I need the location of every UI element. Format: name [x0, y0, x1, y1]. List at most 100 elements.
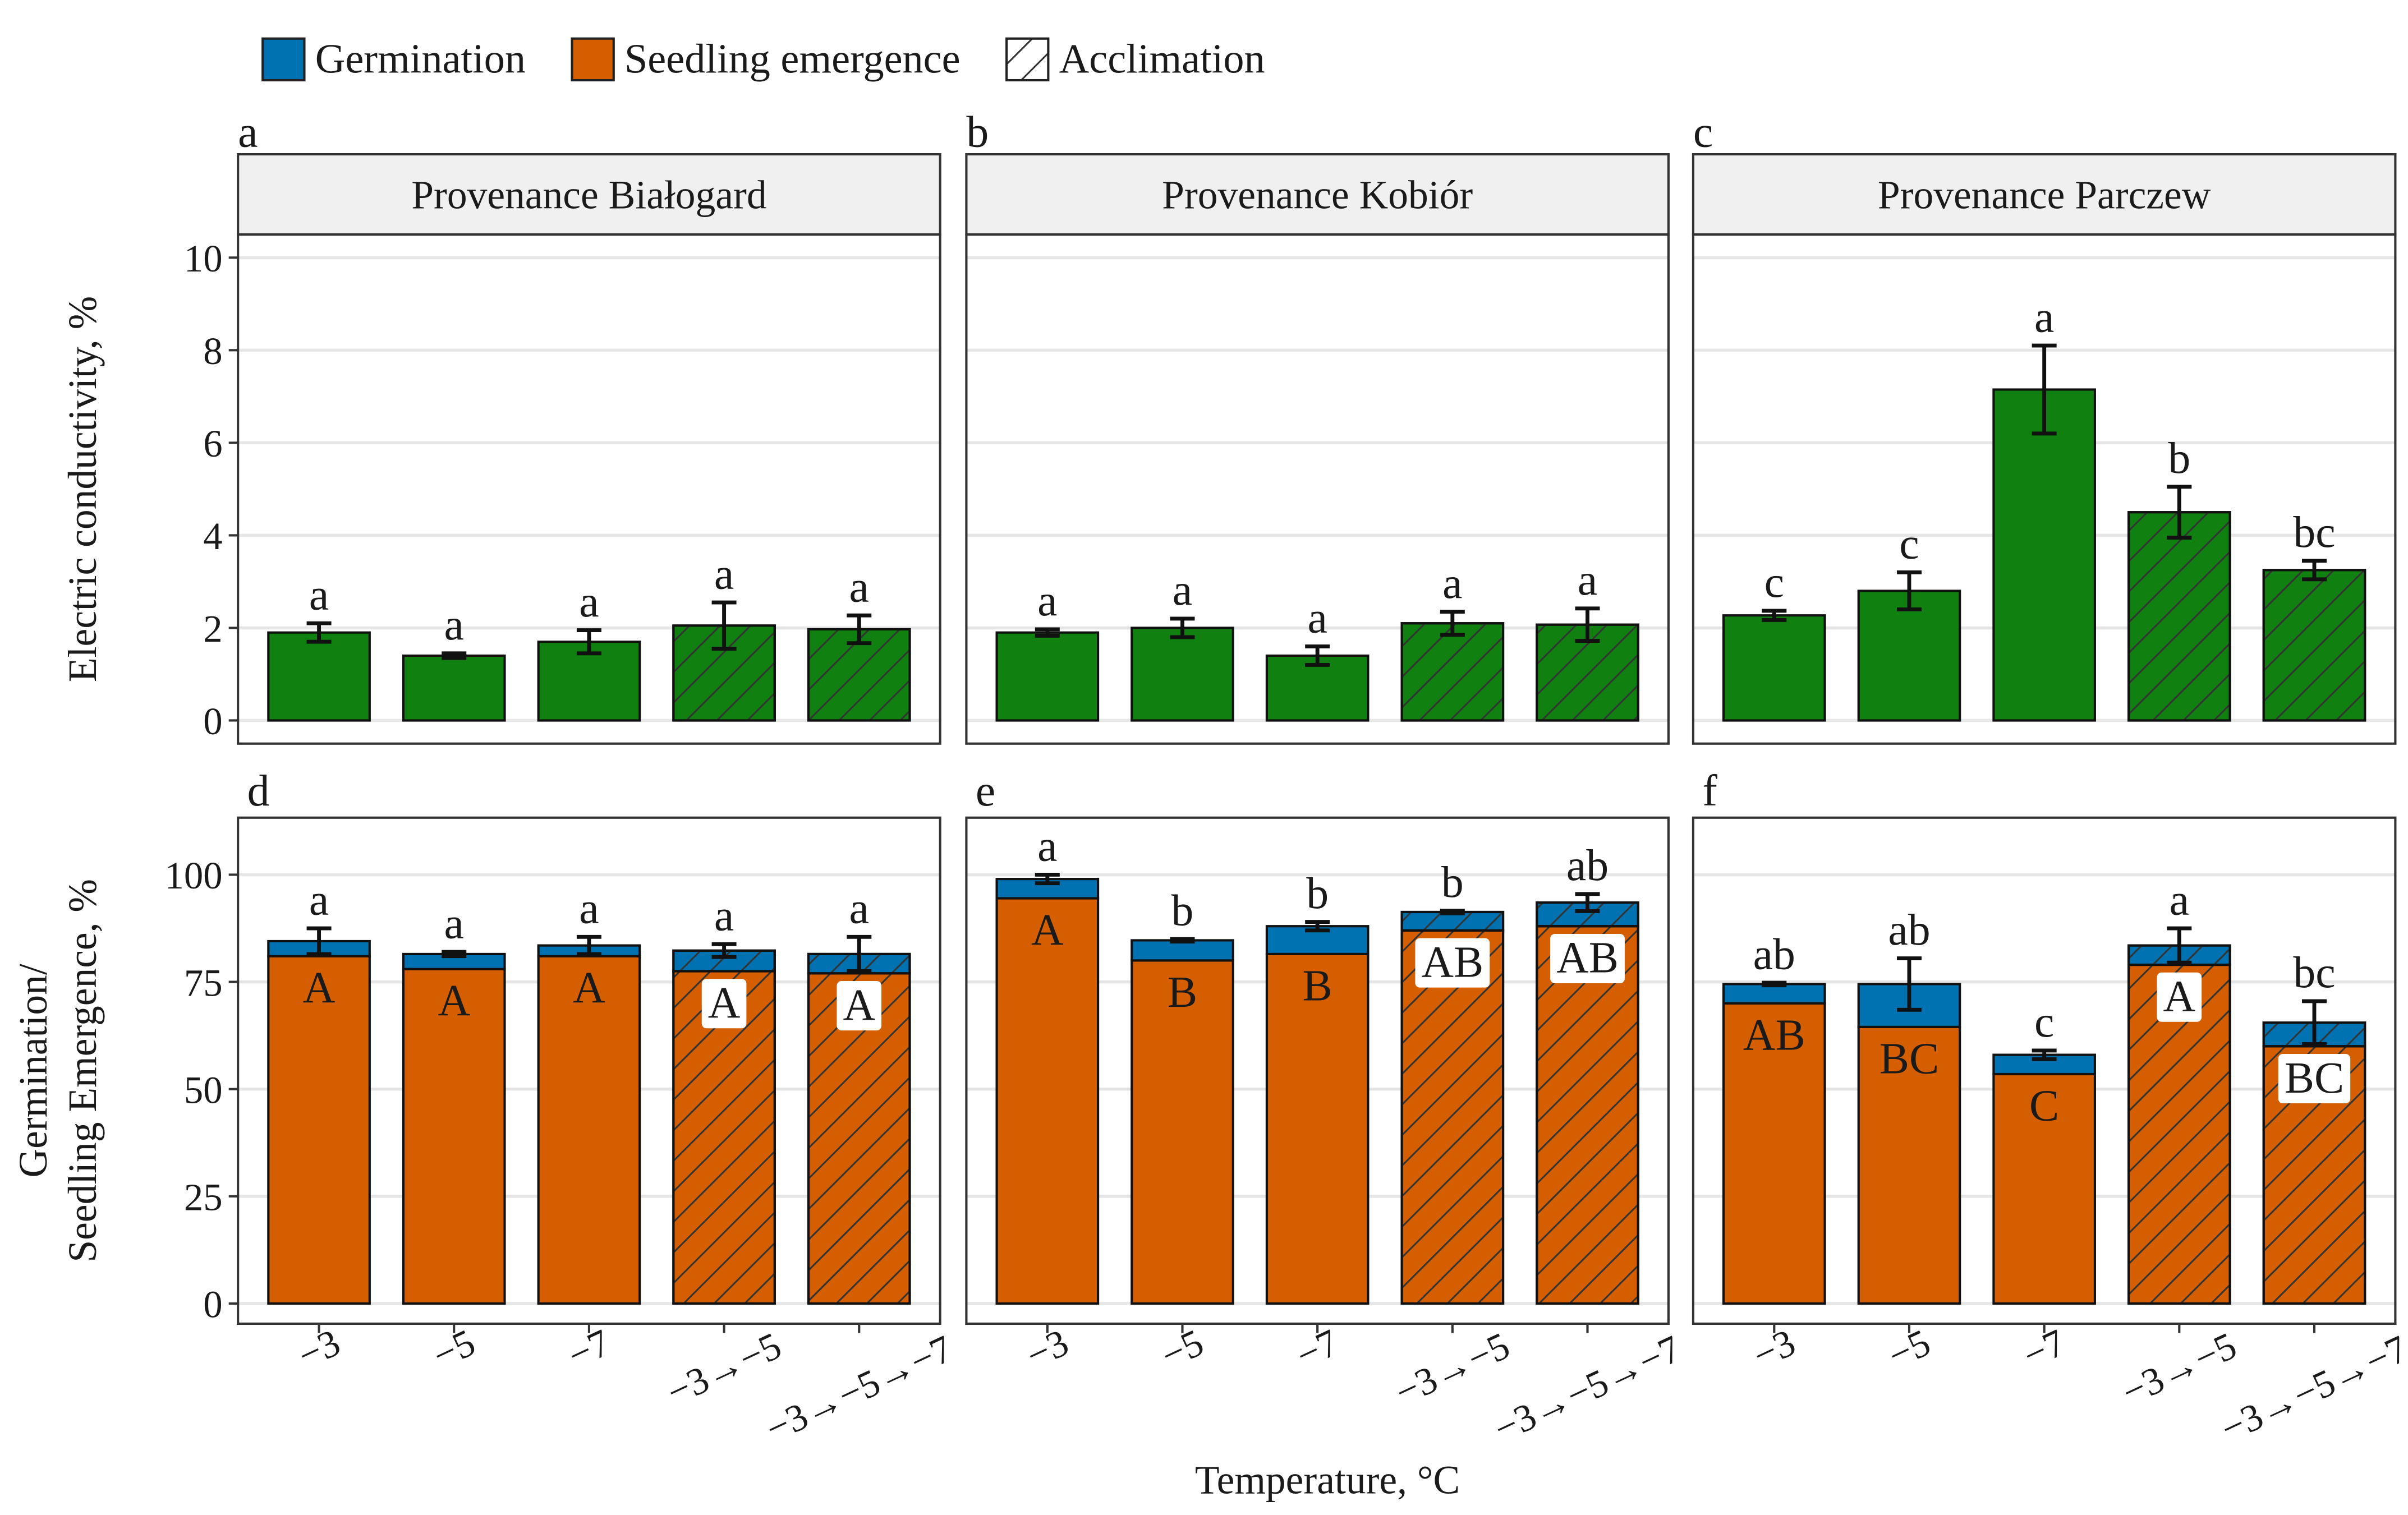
- legend-swatch: [261, 37, 306, 82]
- error-bar: [1896, 956, 1922, 1012]
- error-bar: [576, 934, 601, 956]
- y-tick-label: 25: [184, 1176, 223, 1219]
- x-tick-label: −3→−5: [660, 1324, 788, 1413]
- error-bar: [442, 950, 467, 959]
- label-box: [1415, 938, 1490, 988]
- bar-hatch: [2262, 569, 2366, 722]
- label-box: [701, 979, 747, 1029]
- facet-title: Provenance Kobiór: [1162, 173, 1473, 217]
- error-bar: [711, 600, 737, 651]
- inner-letter: A: [2163, 972, 2196, 1021]
- legend-swatch: [571, 37, 615, 82]
- error-bar: [306, 926, 332, 956]
- x-tick-label: −3: [1747, 1321, 1802, 1377]
- significance-letter: a: [1442, 559, 1462, 608]
- significance-letter: a: [444, 899, 464, 948]
- error-bar: [711, 942, 737, 959]
- error-bar: [2032, 1048, 2057, 1061]
- y-tick-label: 4: [203, 515, 222, 558]
- error-bar: [2167, 485, 2192, 540]
- inner-letter: B: [1168, 968, 1197, 1017]
- bar-hatch: [2127, 511, 2231, 722]
- bar: [995, 897, 1100, 1305]
- facet-strip: [237, 153, 941, 236]
- panel-border: [1692, 233, 2397, 745]
- error-bar: [2301, 999, 2327, 1046]
- label-box: [2157, 972, 2202, 1022]
- significance-letter: a: [1578, 555, 1597, 605]
- bar: [995, 631, 1100, 722]
- significance-letter: a: [849, 562, 869, 611]
- facet-strip: [1692, 153, 2397, 236]
- y-tick-label: 10: [184, 237, 223, 280]
- significance-letter: a: [579, 884, 599, 933]
- error-bar: [2167, 926, 2192, 965]
- inner-letter: AB: [1421, 937, 1483, 987]
- x-tick-label: −3→−5: [1389, 1324, 1516, 1413]
- inner-letter: A: [303, 963, 336, 1012]
- label-box: [837, 981, 882, 1031]
- y-tick-label: 2: [203, 607, 222, 650]
- significance-letter: b: [1441, 858, 1464, 907]
- bar: [267, 631, 371, 722]
- significance-letter: a: [444, 600, 464, 650]
- significance-letter: b: [1171, 886, 1194, 935]
- error-bar: [1305, 644, 1330, 667]
- error-bar: [1440, 610, 1465, 637]
- significance-letter: b: [2168, 434, 2190, 483]
- error-bar: [1896, 570, 1922, 611]
- bar: [1265, 952, 1370, 1305]
- error-bar: [1170, 937, 1195, 944]
- y-tick-label: 8: [203, 330, 222, 372]
- y-tick-label: 0: [203, 700, 222, 743]
- significance-letter: a: [2170, 875, 2189, 924]
- panel-border: [237, 233, 941, 745]
- x-tick-label: −5: [1881, 1321, 1936, 1377]
- y-tick-label: 75: [184, 961, 223, 1004]
- bar: [1722, 1002, 1826, 1305]
- x-tick-label: −7: [1290, 1321, 1345, 1377]
- significance-letter: a: [849, 884, 869, 933]
- error-bar: [1575, 892, 1600, 913]
- inner-letter: A: [573, 963, 605, 1012]
- y-axis-label: Seedling Emergence, %: [61, 879, 105, 1263]
- error-bar: [1035, 873, 1060, 886]
- significance-letter: bc: [2293, 508, 2335, 557]
- panel-border: [1692, 816, 2397, 1325]
- error-bar: [1035, 627, 1060, 638]
- panel-tag: e: [976, 766, 995, 816]
- significance-letter: a: [1173, 565, 1192, 615]
- error-bar: [576, 628, 601, 656]
- error-bar: [2301, 559, 2327, 582]
- error-bar: [847, 934, 872, 973]
- y-tick-label: 100: [165, 854, 223, 897]
- error-bar: [847, 613, 872, 646]
- bar-hatch: [1400, 622, 1505, 722]
- inner-letter: BC: [1879, 1034, 1939, 1083]
- bar: [267, 955, 371, 1305]
- label-box: [2278, 1054, 2351, 1104]
- x-tick-label: −7: [2016, 1321, 2071, 1377]
- panel-tag: a: [238, 107, 258, 156]
- x-axis-label: Temperature, °C: [1195, 1458, 1460, 1502]
- significance-letter: c: [1764, 558, 1784, 607]
- bar: [1131, 627, 1234, 722]
- bar-hatch: [1400, 929, 1505, 1305]
- error-bar: [1170, 616, 1195, 639]
- bar-hatch: [1536, 925, 1639, 1305]
- x-tick-label: −5: [1155, 1321, 1210, 1377]
- legend-swatch: [1005, 37, 1050, 82]
- y-tick-label: 0: [203, 1283, 222, 1326]
- inner-letter: A: [843, 980, 875, 1030]
- bar: [1857, 1025, 1961, 1305]
- error-bar: [2032, 343, 2057, 436]
- y-tick-label: 50: [184, 1069, 223, 1111]
- panel-tag: d: [247, 766, 270, 816]
- y-axis-label: Germination/: [11, 964, 56, 1177]
- significance-letter: ab: [1888, 905, 1930, 955]
- legend-label: Acclimation: [1059, 36, 1265, 82]
- x-tick-label: −3→−5→−7: [2214, 1327, 2408, 1450]
- significance-letter: a: [1037, 576, 1057, 625]
- significance-letter: bc: [2293, 948, 2335, 997]
